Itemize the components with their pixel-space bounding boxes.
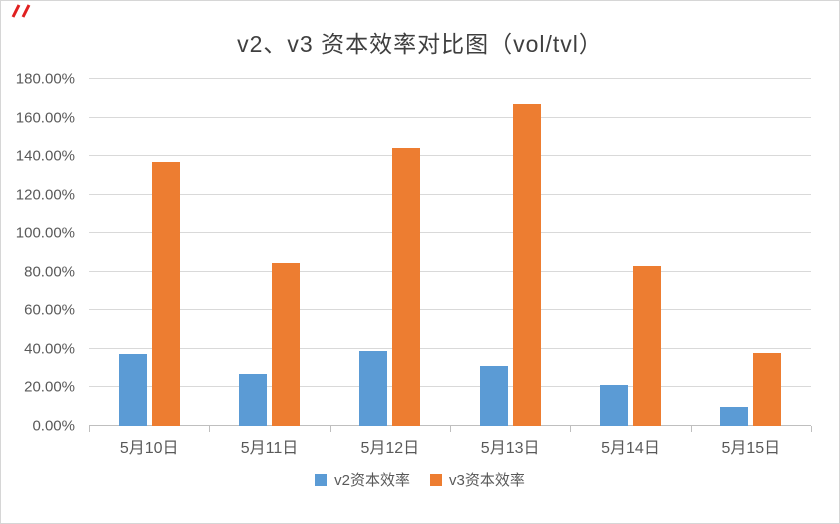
chart-title: v2、v3 资本效率对比图（vol/tvl） <box>237 31 603 57</box>
bar-group <box>330 79 450 426</box>
legend-label: v3资本效率 <box>449 472 525 489</box>
axis-tick <box>690 426 692 432</box>
bar-series-1 <box>720 406 749 426</box>
bar-groups <box>89 79 811 426</box>
y-tick-label: 20.00% <box>24 378 75 396</box>
y-tick-label: 100.00% <box>15 224 75 242</box>
y-axis-labels: 0.00% 20.00% 40.00% 60.00% 80.00% 100.00% 120.… <box>1 71 83 435</box>
legend: v2资本效率 v3资本效率 <box>1 469 839 490</box>
y-tick-label: 60.00% <box>24 301 75 319</box>
bar-series-2 <box>271 263 300 426</box>
bar-series-2 <box>392 148 421 426</box>
bar-series-1 <box>238 373 267 426</box>
axis-tick <box>209 426 211 432</box>
x-tick-label: 5月12日 <box>360 440 420 457</box>
bar-group <box>209 79 329 426</box>
x-tick-label: 5月11日 <box>240 440 299 457</box>
bar-series-2 <box>632 266 661 426</box>
legend-item: v3资本效率 <box>430 469 525 490</box>
bar-series-2 <box>151 161 180 426</box>
y-tick-label: 80.00% <box>24 263 75 281</box>
gridline <box>89 78 811 79</box>
bar-group <box>691 79 811 426</box>
gridline <box>89 116 811 118</box>
bar-group <box>89 79 209 426</box>
y-tick-label: 120.00% <box>15 186 75 204</box>
gridline <box>89 347 811 349</box>
legend-label: v2资本效率 <box>334 472 410 489</box>
y-tick-label: 160.00% <box>15 109 75 127</box>
bar-series-2 <box>753 352 782 426</box>
y-tick-label: 140.00% <box>15 147 75 165</box>
legend-swatch <box>430 473 442 486</box>
x-tick-label: 5月14日 <box>601 440 660 457</box>
gridline <box>89 193 811 195</box>
gridlines <box>89 78 811 426</box>
corner-red-mark <box>11 4 31 18</box>
axis-tick <box>450 426 451 432</box>
axis-tick <box>329 426 331 432</box>
x-tick-label: 5月13日 <box>480 440 540 457</box>
x-axis-ticks <box>89 426 812 432</box>
x-axis-labels: 5月10日 5月11日 5月12日 5月13日 5月14日 5月15日 <box>89 434 811 458</box>
axis-tick <box>811 426 812 432</box>
plot-area <box>89 78 811 426</box>
bar-series-1 <box>599 384 628 426</box>
gridline <box>89 309 811 311</box>
axis-tick <box>89 426 90 432</box>
y-tick-label: 0.00% <box>32 417 75 435</box>
legend-swatch <box>315 473 328 486</box>
gridline <box>89 232 811 234</box>
x-tick-label: 5月15日 <box>721 440 781 457</box>
legend-item: v2资本效率 <box>315 469 410 490</box>
bar-group <box>450 79 570 426</box>
x-tick-label: 5月10日 <box>119 440 179 457</box>
y-tick-label: 40.00% <box>24 340 75 358</box>
bar-series-2 <box>512 104 541 426</box>
bar-series-1 <box>118 354 147 426</box>
bar-group <box>570 79 690 426</box>
bar-series-1 <box>359 351 388 426</box>
gridline <box>89 386 811 388</box>
gridline <box>89 270 811 272</box>
x-axis-line <box>89 425 811 426</box>
y-tick-label: 180.00% <box>15 70 75 88</box>
gridline <box>89 155 811 157</box>
axis-tick <box>570 426 572 432</box>
bar-series-1 <box>479 365 508 426</box>
